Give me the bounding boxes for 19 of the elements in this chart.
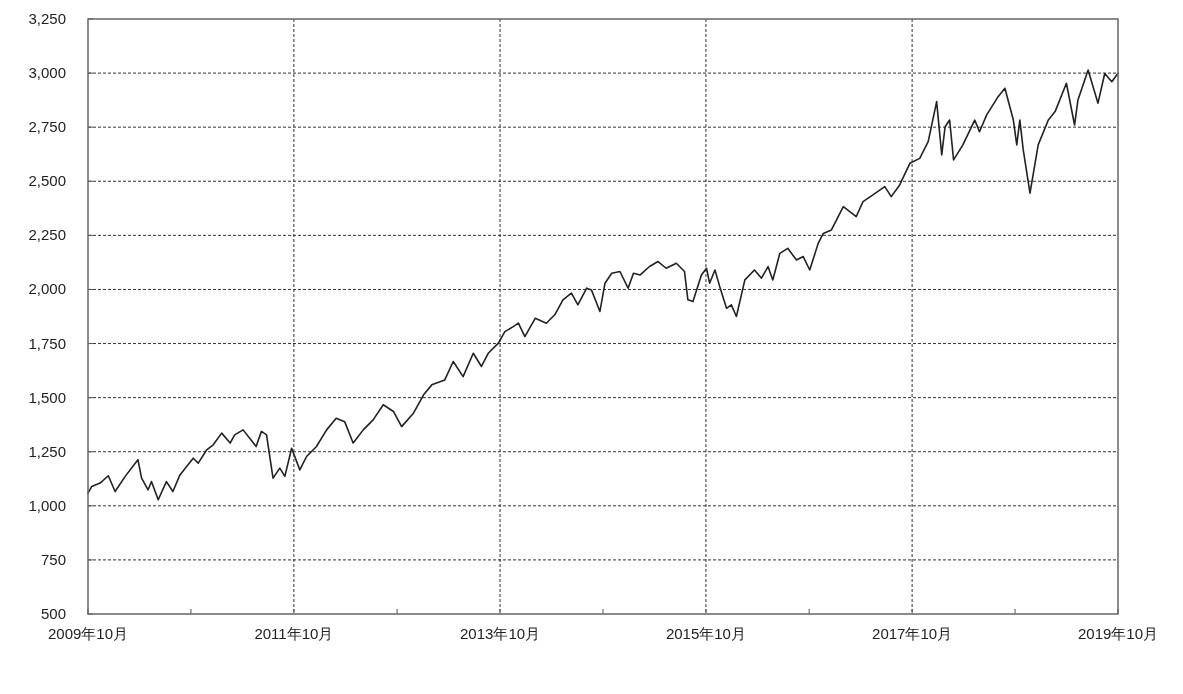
x-tick-label: 2009年10月	[47, 625, 129, 642]
line-series	[87, 69, 1119, 501]
x-tick-label: 2011年10月	[254, 625, 334, 642]
x-tick-label: 2013年10月	[460, 625, 541, 642]
y-tick-label: 2,750	[28, 118, 66, 136]
x-tick-label: 2019年10月	[1077, 625, 1159, 642]
y-tick-label: 750	[40, 550, 66, 568]
y-tick-label: 2,000	[28, 280, 66, 298]
y-tick-label: 3,000	[28, 64, 66, 82]
y-tick-label: 500	[40, 605, 66, 622]
y-tick-label: 3,250	[28, 10, 66, 27]
y-tick-label: 1,750	[28, 334, 66, 352]
y-tick-label: 2,250	[28, 226, 66, 244]
y-tick-label: 1,000	[28, 496, 66, 514]
y-tick-label: 1,500	[28, 388, 66, 406]
y-tick-label: 1,250	[28, 442, 66, 460]
x-tick-label: 2015年10月	[665, 625, 746, 642]
y-tick-label: 2,500	[28, 172, 66, 190]
x-tick-label: 2017年10月	[872, 625, 953, 642]
